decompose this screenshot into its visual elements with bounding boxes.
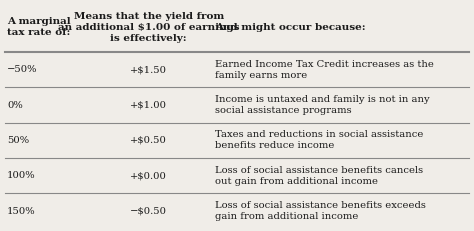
Text: 100%: 100% <box>7 171 36 180</box>
Text: Loss of social assistance benefits exceeds
gain from additional income: Loss of social assistance benefits excee… <box>215 201 426 221</box>
Text: −50%: −50% <box>7 65 37 74</box>
Text: Earned Income Tax Credit increases as the
family earns more: Earned Income Tax Credit increases as th… <box>215 60 434 80</box>
Text: +$0.50: +$0.50 <box>130 136 167 145</box>
Text: +$1.00: +$1.00 <box>130 100 167 109</box>
Text: A marginal
tax rate of:: A marginal tax rate of: <box>7 17 71 37</box>
Text: And might occur because:: And might occur because: <box>215 23 366 32</box>
Text: 0%: 0% <box>7 100 23 109</box>
Text: Taxes and reductions in social assistance
benefits reduce income: Taxes and reductions in social assistanc… <box>215 130 424 150</box>
Text: Loss of social assistance benefits cancels
out gain from additional income: Loss of social assistance benefits cance… <box>215 166 423 186</box>
Text: 150%: 150% <box>7 207 36 216</box>
Text: Means that the yield from
an additional $1.00 of earnings
is effectively:: Means that the yield from an additional … <box>58 12 239 43</box>
Text: 50%: 50% <box>7 136 29 145</box>
Text: +$0.00: +$0.00 <box>130 171 167 180</box>
Text: −$0.50: −$0.50 <box>130 207 167 216</box>
Text: Income is untaxed and family is not in any
social assistance programs: Income is untaxed and family is not in a… <box>215 95 430 115</box>
Text: +$1.50: +$1.50 <box>130 65 167 74</box>
